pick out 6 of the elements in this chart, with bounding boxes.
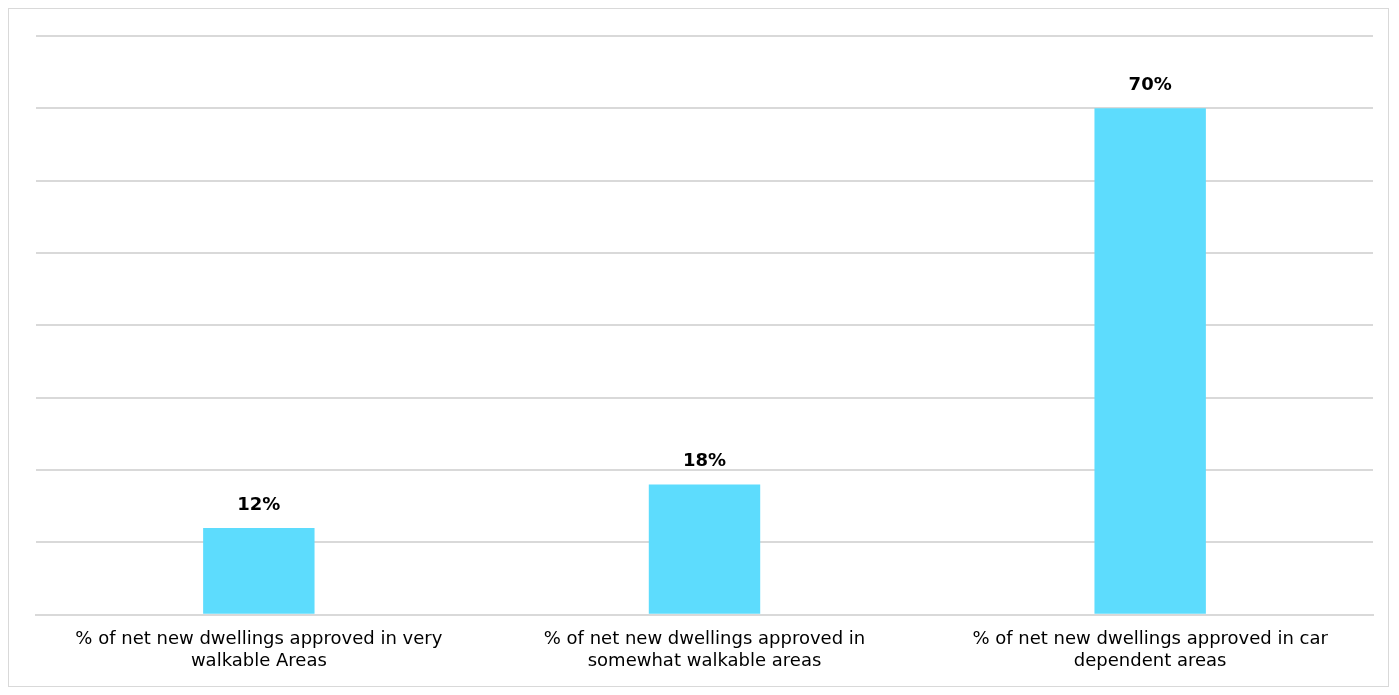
x-tick-label: % of net new dwellings approved in very walkable Areas <box>75 627 443 670</box>
x-tick-label: % of net new dwellings approved in somewhat walkable areas <box>543 627 866 670</box>
data-label: 18% <box>682 449 727 471</box>
x-tick-label: % of net new dwellings approved in car dependent areas <box>972 627 1329 670</box>
data-label: 12% <box>237 492 281 514</box>
data-label: 70% <box>1128 73 1172 95</box>
